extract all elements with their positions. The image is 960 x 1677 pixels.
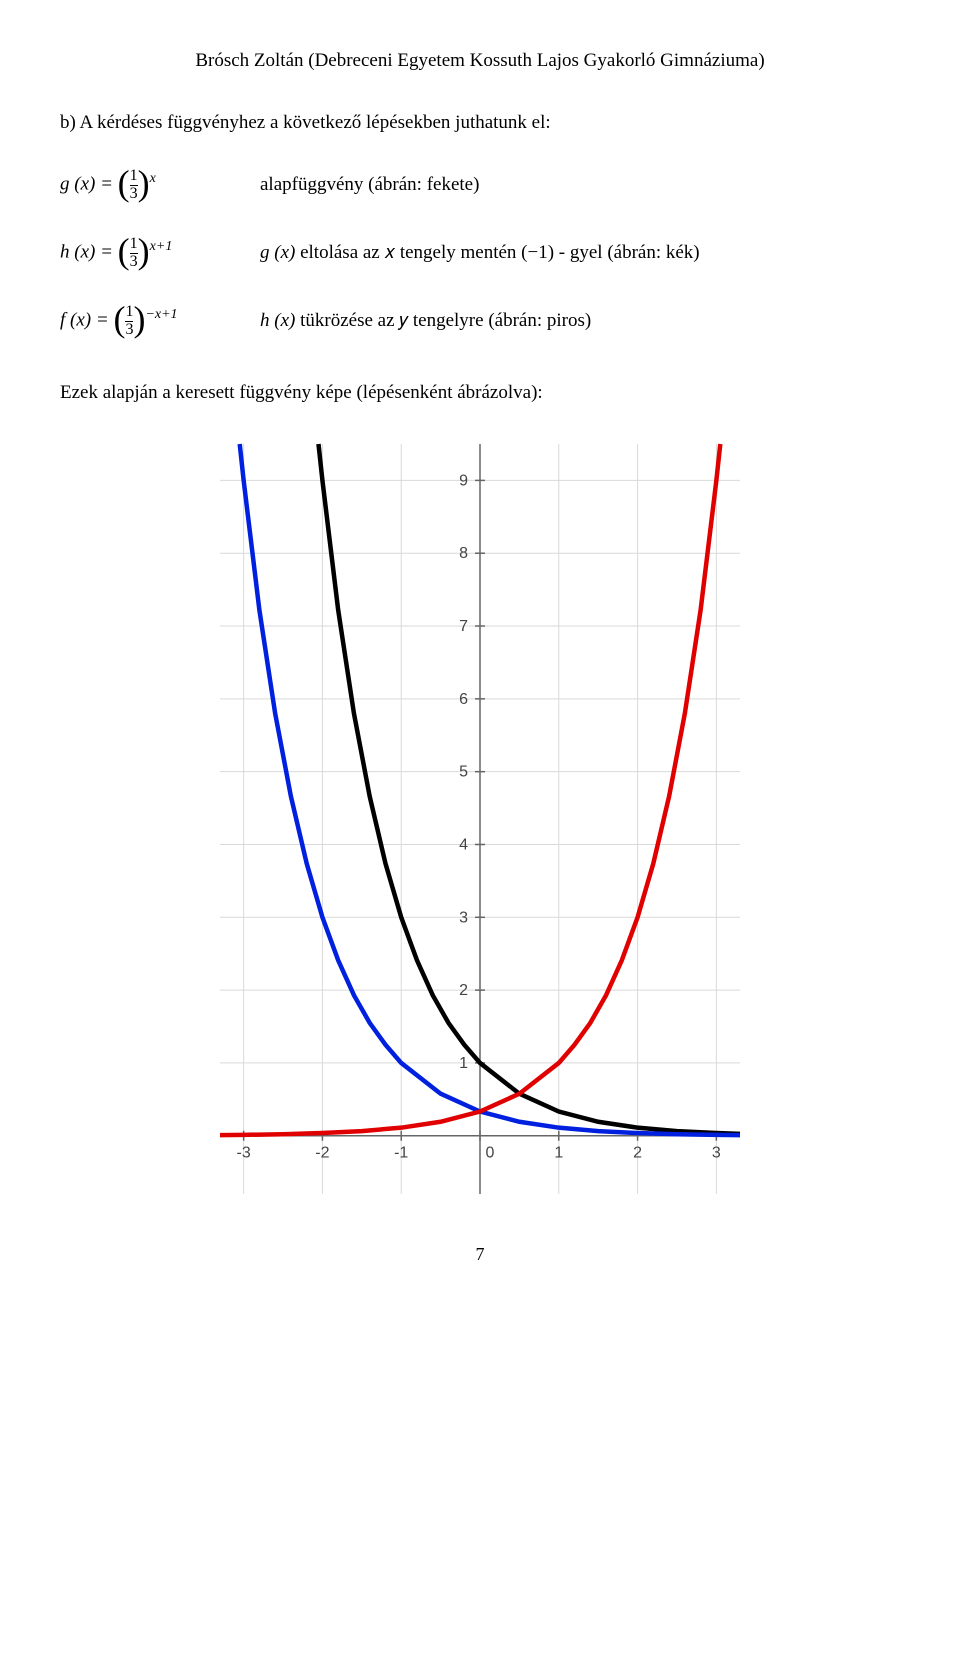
svg-text:1: 1 (554, 1145, 563, 1162)
svg-text:5: 5 (459, 764, 468, 781)
svg-text:0: 0 (486, 1145, 495, 1162)
intro-line: b) A kérdéses függvényhez a következő lé… (60, 112, 900, 134)
intro-label: b) (60, 112, 76, 133)
def-desc-g: alapfüggvény (ábrán: fekete) (260, 174, 900, 196)
intro-text: A kérdéses függvényhez a következő lépés… (80, 112, 551, 133)
def-lhs-h: h (x) = (13)x+1 (60, 232, 260, 274)
chart-container: -3 -2 -1 0 1 2 3 1 2 3 4 5 6 7 8 9 (60, 434, 900, 1204)
def-lhs-f: f (x) = (13)−x+1 (60, 300, 260, 342)
function-chart: -3 -2 -1 0 1 2 3 1 2 3 4 5 6 7 8 9 (210, 434, 750, 1204)
svg-text:8: 8 (459, 545, 468, 562)
svg-text:9: 9 (459, 472, 468, 489)
svg-text:3: 3 (712, 1145, 721, 1162)
svg-text:6: 6 (459, 691, 468, 708)
svg-text:3: 3 (459, 909, 468, 926)
svg-text:-3: -3 (237, 1145, 251, 1162)
chart-caption: Ezek alapján a keresett függvény képe (l… (60, 382, 900, 404)
definitions-grid: g (x) = (13)x alapfüggvény (ábrán: feket… (60, 164, 900, 342)
page-number: 7 (60, 1244, 900, 1265)
svg-text:2: 2 (459, 982, 468, 999)
fn-name: g (60, 173, 70, 194)
svg-text:-1: -1 (394, 1145, 408, 1162)
def-desc-f: h (x) tükrözése az 𝑦 tengelyre (ábrán: p… (260, 310, 900, 332)
page-header: Brósch Zoltán (Debreceni Egyetem Kossuth… (60, 50, 900, 72)
svg-text:2: 2 (633, 1145, 642, 1162)
svg-text:4: 4 (459, 836, 468, 853)
def-lhs-g: g (x) = (13)x (60, 164, 260, 206)
svg-text:1: 1 (459, 1055, 468, 1072)
def-desc-h: g (x) eltolása az 𝑥 tengely mentén (−1) … (260, 242, 900, 264)
svg-text:-2: -2 (315, 1145, 329, 1162)
svg-text:7: 7 (459, 618, 468, 635)
